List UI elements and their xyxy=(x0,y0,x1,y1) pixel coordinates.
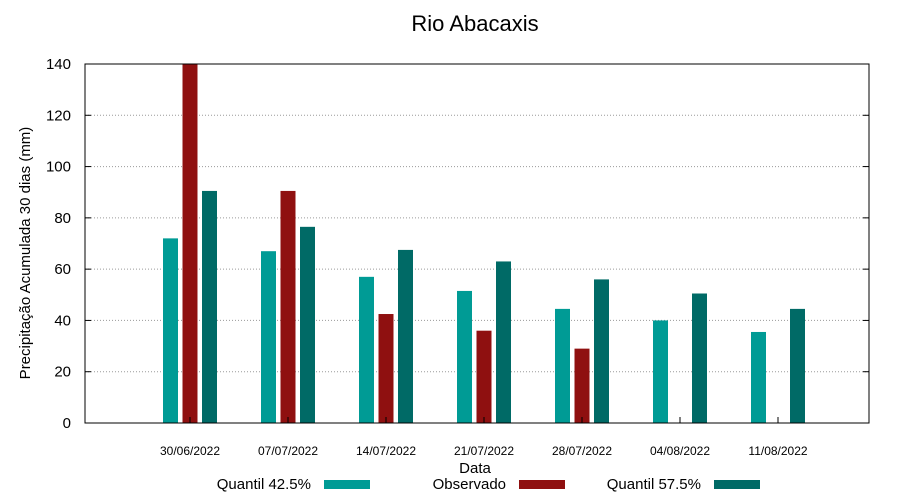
y-axis-ticks: 0 20 40 60 80 100 120 140 xyxy=(46,56,869,432)
legend-swatch xyxy=(519,480,565,489)
bars xyxy=(163,64,805,423)
bar-quantil-42-5--4 xyxy=(555,308,570,423)
bar-observado-2 xyxy=(378,314,394,423)
legend-swatch xyxy=(714,480,760,489)
bar-quantil-57-5--5 xyxy=(692,293,707,423)
x-axis-ticks: 30/06/2022 07/07/2022 14/07/2022 21/07/2022… xyxy=(160,417,808,458)
y-tick-label: 120 xyxy=(46,107,71,124)
y-tick-label: 20 xyxy=(54,364,71,381)
bar-quantil-42-5--6 xyxy=(751,331,766,423)
bar-quantil-42-5--5 xyxy=(653,320,668,423)
legend-label: Observado xyxy=(433,476,506,493)
bar-observado-1 xyxy=(280,190,296,423)
y-tick-label: 140 xyxy=(46,56,71,73)
x-tick-label: 30/06/2022 xyxy=(160,444,220,458)
y-axis-label: Precipitação Acumulada 30 dias (mm) xyxy=(17,127,34,380)
y-tick-label: 0 xyxy=(63,415,71,432)
legend-label: Quantil 57.5% xyxy=(607,476,701,493)
x-axis-label: Data xyxy=(459,460,491,477)
bar-observado-3 xyxy=(476,330,492,423)
bar-quantil-57-5--1 xyxy=(300,226,315,423)
chart-title: Rio Abacaxis xyxy=(411,11,538,36)
bar-quantil-42-5--3 xyxy=(457,290,472,423)
y-tick-label: 100 xyxy=(46,159,71,176)
x-tick-label: 11/08/2022 xyxy=(748,444,807,458)
y-tick-label: 80 xyxy=(54,210,71,227)
legend-label: Quantil 42.5% xyxy=(217,476,311,493)
x-tick-label: 14/07/2022 xyxy=(356,444,416,458)
bar-quantil-57-5--2 xyxy=(398,249,413,423)
y-tick-label: 60 xyxy=(54,261,71,278)
x-tick-label: 28/07/2022 xyxy=(552,444,612,458)
x-tick-label: 04/08/2022 xyxy=(650,444,710,458)
bar-observado-4 xyxy=(574,348,590,423)
legend: Quantil 42.5% Observado Quantil 57.5% xyxy=(217,476,760,493)
bar-quantil-57-5--3 xyxy=(496,261,511,423)
bar-quantil-57-5--6 xyxy=(790,308,805,423)
bar-quantil-42-5--0 xyxy=(163,238,178,423)
bar-quantil-42-5--1 xyxy=(261,251,276,423)
plot-frame xyxy=(84,63,870,424)
bar-quantil-57-5--0 xyxy=(202,190,217,423)
bar-quantil-57-5--4 xyxy=(594,279,609,423)
bar-observado-0 xyxy=(182,64,198,423)
x-tick-label: 21/07/2022 xyxy=(454,444,514,458)
x-tick-label: 07/07/2022 xyxy=(258,444,318,458)
y-tick-label: 40 xyxy=(54,312,71,329)
legend-swatch xyxy=(324,480,370,489)
bar-quantil-42-5--2 xyxy=(359,276,374,423)
